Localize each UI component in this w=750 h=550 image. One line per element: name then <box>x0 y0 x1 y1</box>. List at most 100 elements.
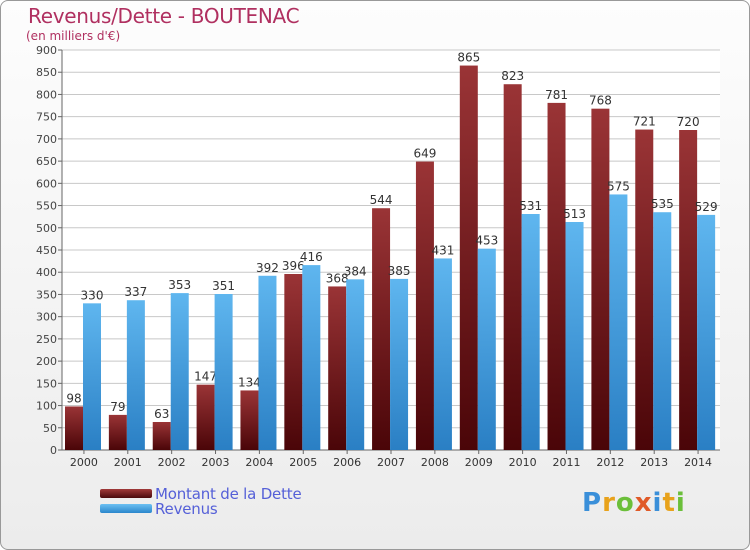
x-tick-label: 2002 <box>158 456 186 469</box>
x-tick-label: 2008 <box>421 456 449 469</box>
bar-dette <box>415 161 434 451</box>
data-label-dette: 721 <box>633 115 656 129</box>
bar-revenus <box>521 214 540 450</box>
y-tick-label: 150 <box>36 377 57 390</box>
data-label-revenus: 385 <box>388 264 411 278</box>
x-tick-label: 2006 <box>333 456 361 469</box>
y-tick-label: 750 <box>36 111 57 124</box>
data-label-dette: 134 <box>238 375 261 389</box>
legend-item-revenus: Revenus <box>100 500 301 518</box>
legend-swatch-revenus <box>100 504 152 513</box>
bar-revenus <box>126 300 145 450</box>
bar-revenus <box>433 258 452 450</box>
y-tick-label: 300 <box>36 311 57 324</box>
x-tick-label: 2001 <box>114 456 142 469</box>
bar-dette <box>591 108 610 451</box>
bar-dette <box>284 274 303 450</box>
data-label-dette: 781 <box>545 88 568 102</box>
bar-revenus <box>477 248 496 450</box>
bar-dette <box>328 286 347 450</box>
bar-revenus <box>697 214 716 450</box>
x-tick-label: 2003 <box>202 456 230 469</box>
bar-dette <box>108 414 127 450</box>
data-label-revenus: 330 <box>81 288 104 302</box>
data-label-dette: 865 <box>457 51 480 65</box>
x-tick-label: 2013 <box>640 456 668 469</box>
y-tick-label: 550 <box>36 200 57 213</box>
data-label-revenus: 353 <box>168 278 191 292</box>
y-tick-label: 700 <box>36 133 57 146</box>
data-label-revenus: 392 <box>256 261 279 275</box>
legend-swatch-dette <box>100 489 152 498</box>
data-label-dette: 98 <box>66 391 81 405</box>
x-tick-label: 2000 <box>70 456 98 469</box>
y-tick-label: 100 <box>36 400 57 413</box>
proxiti-logo: Proxiti <box>582 488 686 518</box>
y-tick-label: 850 <box>36 66 57 79</box>
bar-revenus <box>170 293 189 450</box>
y-tick-label: 500 <box>36 222 57 235</box>
y-tick-label: 400 <box>36 266 57 279</box>
bar-revenus <box>390 278 409 450</box>
x-tick-label: 2004 <box>245 456 273 469</box>
y-tick-label: 200 <box>36 355 57 368</box>
data-label-revenus: 384 <box>344 264 367 278</box>
data-label-dette: 79 <box>110 400 125 414</box>
y-tick-label: 900 <box>36 44 57 57</box>
y-tick-label: 600 <box>36 177 57 190</box>
bar-revenus <box>302 265 321 450</box>
legend: Montant de la Dette Revenus <box>100 484 302 518</box>
bar-revenus <box>609 194 628 450</box>
bar-dette <box>240 390 259 450</box>
data-label-dette: 396 <box>282 259 305 273</box>
y-tick-label: 650 <box>36 155 57 168</box>
data-label-revenus: 337 <box>124 285 147 299</box>
bar-dette <box>372 208 391 450</box>
data-label-dette: 368 <box>326 271 349 285</box>
chart-subtitle: (en milliers d'€) <box>26 29 121 43</box>
data-label-dette: 63 <box>154 407 169 421</box>
bar-dette <box>503 84 522 450</box>
data-label-dette: 649 <box>413 147 436 161</box>
data-label-revenus: 416 <box>300 250 323 264</box>
data-label-revenus: 431 <box>431 243 454 257</box>
y-tick-label: 800 <box>36 88 57 101</box>
bar-dette <box>679 130 698 450</box>
data-label-revenus: 351 <box>212 279 235 293</box>
data-label-revenus: 529 <box>695 200 718 214</box>
bar-revenus <box>214 294 233 450</box>
bar-dette <box>152 422 171 450</box>
x-tick-label: 2012 <box>596 456 624 469</box>
data-label-dette: 544 <box>370 193 393 207</box>
bar-dette <box>635 129 654 451</box>
bar-revenus <box>653 212 672 450</box>
bar-revenus <box>346 279 365 450</box>
x-tick-label: 2010 <box>509 456 537 469</box>
x-tick-label: 2007 <box>377 456 405 469</box>
y-tick-label: 50 <box>43 422 57 435</box>
data-label-revenus: 453 <box>475 234 498 248</box>
y-tick-label: 350 <box>36 288 57 301</box>
data-label-dette: 147 <box>194 370 217 384</box>
data-label-dette: 768 <box>589 94 612 108</box>
x-tick-label: 2011 <box>552 456 580 469</box>
data-label-revenus: 535 <box>651 197 674 211</box>
data-label-dette: 720 <box>677 115 700 129</box>
x-tick-label: 2009 <box>465 456 493 469</box>
bar-dette <box>196 384 215 450</box>
data-label-revenus: 531 <box>519 199 542 213</box>
bar-revenus <box>83 303 101 450</box>
bar-dette <box>459 65 478 451</box>
data-label-dette: 823 <box>501 69 524 83</box>
chart-title: Revenus/Dette - BOUTENAC <box>28 4 300 28</box>
bar-dette <box>65 406 83 450</box>
legend-item-dette: Montant de la Dette <box>100 484 302 503</box>
x-tick-label: 2014 <box>684 456 712 469</box>
y-tick-label: 250 <box>36 333 57 346</box>
legend-label-dette: Montant de la Dette <box>155 484 302 503</box>
bar-dette <box>547 102 566 450</box>
y-tick-label: 450 <box>36 244 57 257</box>
x-tick-label: 2005 <box>289 456 317 469</box>
bar-revenus <box>565 222 584 450</box>
